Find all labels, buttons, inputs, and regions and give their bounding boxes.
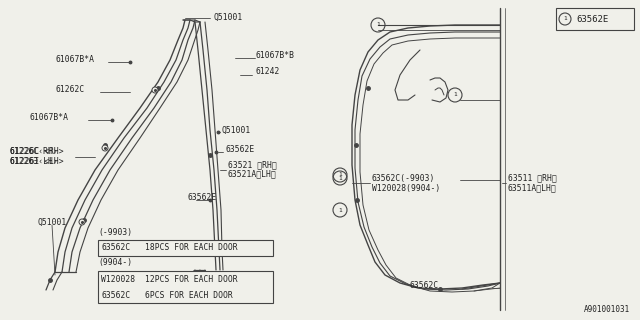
Text: 63562E: 63562E	[576, 14, 608, 23]
Bar	[98, 240, 273, 256]
Text: 63521A〈LH〉: 63521A〈LH〉	[228, 170, 276, 179]
Text: Q51001: Q51001	[38, 218, 67, 227]
Text: 1: 1	[376, 22, 380, 28]
Text: W120028(9904-): W120028(9904-)	[372, 183, 440, 193]
Text: 61067B*B: 61067B*B	[255, 51, 294, 60]
Text: 1: 1	[453, 92, 457, 98]
Text: 63562E: 63562E	[188, 194, 217, 203]
Text: Q51001: Q51001	[213, 12, 243, 21]
Text: A901001031: A901001031	[584, 305, 630, 314]
Text: 63562C: 63562C	[101, 244, 131, 252]
Text: W120028: W120028	[101, 275, 135, 284]
Text: 61226C <RH>: 61226C <RH>	[10, 148, 63, 156]
Text: (-9903): (-9903)	[98, 228, 132, 236]
Text: 1: 1	[338, 207, 342, 212]
Text: 61226C‹RH›: 61226C‹RH›	[10, 148, 59, 156]
Text: 12PCS FOR EACH DOOR: 12PCS FOR EACH DOOR	[145, 275, 237, 284]
Text: 63562C(-9903): 63562C(-9903)	[372, 173, 435, 182]
Bar	[98, 271, 273, 303]
Text: 61242: 61242	[255, 68, 280, 76]
Text: Q51001: Q51001	[222, 125, 252, 134]
Text: (9904-): (9904-)	[98, 259, 132, 268]
Text: 61262C: 61262C	[55, 85, 84, 94]
Text: 6PCS FOR EACH DOOR: 6PCS FOR EACH DOOR	[145, 291, 233, 300]
Text: 1: 1	[338, 175, 342, 180]
Circle shape	[79, 219, 85, 225]
Text: 63562E: 63562E	[225, 146, 254, 155]
Text: 1: 1	[563, 17, 567, 21]
Text: 61067B*A: 61067B*A	[55, 55, 94, 65]
Circle shape	[152, 87, 158, 93]
Text: 18PCS FOR EACH DOOR: 18PCS FOR EACH DOOR	[145, 244, 237, 252]
Text: 63511 〈RH〉: 63511 〈RH〉	[508, 173, 557, 182]
Text: 61226I <LH>: 61226I <LH>	[10, 156, 63, 165]
Circle shape	[102, 145, 108, 151]
Text: 61067B*A: 61067B*A	[30, 114, 69, 123]
Bar	[556, 8, 634, 30]
Text: 61226Э‹LH›: 61226Э‹LH›	[10, 156, 59, 165]
Text: 63511A〈LH〉: 63511A〈LH〉	[508, 183, 557, 193]
Text: 63562C: 63562C	[101, 291, 131, 300]
Text: 1: 1	[338, 172, 342, 178]
Text: 63562C: 63562C	[410, 281, 439, 290]
Text: 63521 〈RH〉: 63521 〈RH〉	[228, 161, 276, 170]
